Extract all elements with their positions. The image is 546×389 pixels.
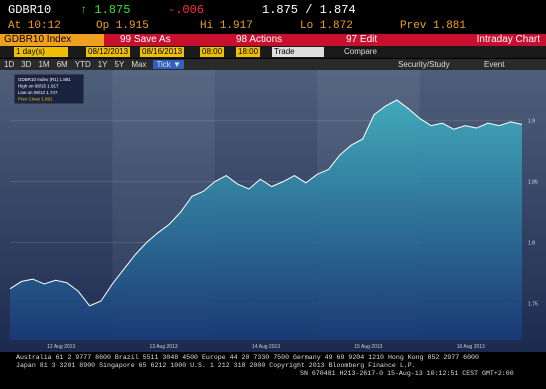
start-time[interactable]: 08:00 <box>200 47 225 57</box>
compare[interactable]: Compare <box>344 47 377 56</box>
high: Hi 1.917 <box>200 20 253 32</box>
period[interactable]: 1 day(s) <box>14 47 68 57</box>
legend-entry: GDBR10 Index (R1) 1.881 <box>18 77 71 82</box>
chart: 12 Aug 2013 13 Aug 2013 14 Aug 2013 15 Aug … <box>0 70 546 352</box>
menu-bar: GDBR10 Index 99 Save As 98 Actions 97 Ed… <box>0 34 546 46</box>
range-button[interactable]: 6M <box>56 60 68 69</box>
x-tick-label: 14 Aug 2013 <box>252 344 280 350</box>
range-buttons: 1D 3D 1M 6M YTD 1Y 5Y Max Tick ▼ <box>4 60 191 69</box>
toolbar: 1D 3D 1M 6M YTD 1Y 5Y Max Tick ▼ Security/Study … <box>0 59 546 70</box>
view-title: Intraday Chart <box>476 34 540 45</box>
edit-button[interactable]: 97 Edit <box>346 34 378 45</box>
save-button[interactable]: 99 Save As <box>120 34 171 45</box>
legend-box <box>13 73 85 105</box>
y-tick-label: 1.9 <box>528 119 535 125</box>
range-button[interactable]: 3D <box>21 60 32 69</box>
field[interactable]: Trade <box>272 47 324 57</box>
start-date[interactable]: 08/12/2013 <box>86 47 131 57</box>
end-date[interactable]: 08/16/2013 <box>140 47 185 57</box>
legend-entry: Prev Close 1.881 <box>18 97 53 102</box>
range-button[interactable]: 1M <box>38 60 50 69</box>
footer: Australia 61 2 9777 8600 Brazil 5511 304… <box>0 352 546 389</box>
controls: 1 day(s) 08/12/2013 08/16/2013 08:00 18:… <box>0 46 546 58</box>
event-button[interactable]: Event <box>484 60 505 69</box>
footer-line: Australia 61 2 9777 8600 Brazil 5511 304… <box>16 354 479 361</box>
ticker: GDBR10 <box>8 3 52 17</box>
legend-entry: Low on 08/12 1.747 <box>18 90 58 95</box>
y-tick-label: 1.85 <box>528 180 538 186</box>
range-button[interactable]: Max <box>131 60 147 69</box>
range-button[interactable]: Tick ▼ <box>153 60 184 69</box>
prev: Prev 1.881 <box>400 20 467 32</box>
x-tick-label: 16 Aug 2013 <box>457 344 485 350</box>
range-button[interactable]: 1Y <box>97 60 108 69</box>
price-line <box>9 99 523 307</box>
time: At 10:12 <box>8 20 61 32</box>
actions-button[interactable]: 98 Actions <box>236 34 283 45</box>
range-button[interactable]: 1D <box>4 60 15 69</box>
open: Op 1.915 <box>96 20 149 32</box>
last-price: ↑ 1.875 <box>80 3 131 17</box>
legend-entry: High on 08/15 1.917 <box>18 84 59 89</box>
change: -.006 <box>168 3 205 17</box>
y-tick-label: 1.75 <box>528 301 538 307</box>
end-time[interactable]: 18:00 <box>236 47 261 57</box>
study-button[interactable]: Security/Study <box>398 60 450 69</box>
footer-line: Japan 81 3 3201 8900 Singapore 65 6212 1… <box>16 362 416 369</box>
security[interactable]: GDBR10 Index <box>0 34 104 46</box>
x-tick-label: 13 Aug 2013 <box>150 344 178 350</box>
footer-line: SN 670481 H213-2617-0 15-Aug-13 10:12:51… <box>300 370 514 377</box>
stats-row: At 10:12 Op 1.915 Hi 1.917 Lo 1.872 Prev… <box>0 19 546 33</box>
range-button[interactable]: YTD <box>74 60 91 69</box>
x-tick-label: 12 Aug 2013 <box>47 344 75 350</box>
bid-ask: 1.875 / 1.874 <box>262 3 356 17</box>
area <box>10 100 522 340</box>
low: Lo 1.872 <box>300 20 353 32</box>
range-button[interactable]: 5Y <box>114 60 125 69</box>
x-tick-label: 15 Aug 2013 <box>354 344 382 350</box>
quote-row: GDBR10 ↑ 1.875 -.006 1.875 / 1.874 <box>0 0 546 20</box>
y-tick-label: 1.8 <box>528 241 535 247</box>
